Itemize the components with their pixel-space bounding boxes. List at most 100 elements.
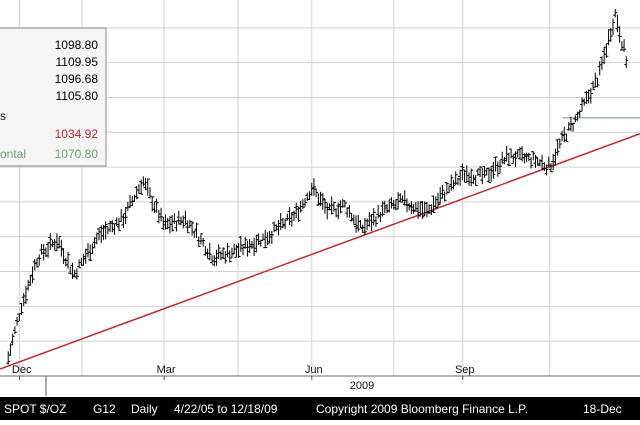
ohlc-bar: [573, 115, 578, 123]
ohlc-bar: [130, 196, 135, 206]
ohlc-bar: [210, 255, 215, 264]
ohlc-bar: [243, 237, 248, 249]
ohlc-bar: [597, 61, 602, 76]
grid-lines: [0, 0, 640, 377]
ohlc-bar: [128, 194, 133, 208]
ohlc-bar: [298, 200, 303, 213]
ohlc-bar: [43, 247, 48, 258]
ohlc-bar: [323, 198, 328, 214]
ohlc-bar: [303, 197, 308, 207]
footer-ticker: SPOT $/OZ: [4, 402, 66, 416]
ohlc-bar: [340, 199, 345, 208]
ohlc-bar: [134, 186, 139, 200]
ohlc-bar: [26, 279, 31, 291]
ohlc-bar: [269, 230, 274, 245]
ohlc-bar: [431, 195, 436, 213]
ohlc-bar: [46, 242, 51, 258]
ohlc-bar: [591, 80, 596, 91]
ohlc-bar: [15, 316, 20, 326]
ohlc-bar: [369, 213, 374, 232]
legend-value-5: 1034.92: [55, 127, 99, 141]
ohlc-bar: [147, 187, 152, 199]
ohlc-bar: [429, 204, 434, 215]
support-trendline: [0, 132, 640, 370]
ohlc-bar: [223, 251, 228, 264]
ohlc-bar: [132, 194, 137, 203]
ohlc-bar: [316, 193, 321, 206]
ohlc-bar: [557, 138, 562, 149]
ohlc-bar: [81, 253, 86, 266]
ohlc-bar: [562, 126, 567, 143]
ohlc-bar: [389, 197, 394, 209]
ohlc-bar: [453, 171, 458, 186]
ohlc-bar: [325, 202, 330, 220]
ohlc-bar: [179, 216, 184, 226]
ohlc-bar: [119, 209, 124, 222]
ohlc-bar: [473, 174, 478, 186]
ohlc-bar: [624, 56, 629, 68]
x-tick-label: Jun: [305, 364, 323, 376]
ohlc-bar: [409, 201, 414, 215]
ohlc-bar: [398, 193, 403, 203]
ohlc-bar: [449, 174, 454, 191]
ohlc-bar: [524, 152, 529, 163]
ohlc-bar: [234, 244, 239, 258]
ohlc-bar: [617, 26, 622, 43]
ohlc-bar: [74, 268, 79, 280]
ohlc-bar: [584, 90, 589, 104]
year-label: 2009: [350, 380, 374, 392]
ohlc-bar: [566, 122, 571, 131]
ohlc-bar: [347, 204, 352, 218]
ohlc-bar: [579, 97, 584, 112]
ohlc-bar: [254, 234, 259, 253]
ohlc-bar: [427, 204, 432, 214]
ohlc-bar: [595, 78, 600, 88]
ohlc-bar: [533, 154, 538, 168]
ohlc-bar: [336, 202, 341, 220]
legend-label-fragment-1: s: [0, 109, 6, 123]
ohlc-bar: [203, 246, 208, 256]
ohlc-bar: [278, 212, 283, 230]
ohlc-bar: [407, 202, 412, 211]
ohlc-bar: [504, 145, 509, 162]
ohlc-bar: [61, 248, 66, 265]
ohlc-bar: [371, 208, 376, 226]
ohlc-bar: [229, 247, 234, 259]
ohlc-bar: [424, 202, 429, 218]
ohlc-bar: [68, 266, 73, 275]
ohlc-bar: [101, 225, 106, 240]
ohlc-bar: [327, 203, 332, 211]
ohlc-bar: [66, 251, 71, 269]
ohlc-bar: [170, 215, 175, 232]
ohlc-bar: [150, 196, 155, 212]
ohlc-bar: [265, 232, 270, 246]
ohlc-bar: [260, 233, 265, 241]
ohlc-bar: [486, 167, 491, 184]
ohlc-bar: [356, 214, 361, 232]
ohlc-bar: [183, 210, 188, 225]
ohlc-bar: [531, 151, 536, 161]
ohlc-bar: [382, 200, 387, 214]
ohlc-bar: [535, 157, 540, 166]
ohlc-bar: [542, 162, 547, 172]
ohlc-bar: [289, 211, 294, 227]
ohlc-bar: [469, 168, 474, 187]
ohlc-bar: [555, 139, 560, 156]
ohlc-bar: [526, 152, 531, 161]
ohlc-bar: [608, 28, 613, 42]
ohlc-bar: [396, 192, 401, 210]
ohlc-bar: [482, 165, 487, 178]
ohlc-bar: [163, 214, 168, 230]
ohlc-bar: [502, 157, 507, 165]
ohlc-bar: [575, 111, 580, 121]
ohlc-bar: [442, 191, 447, 202]
ohlc-bar: [218, 250, 223, 261]
ohlc-bar: [54, 233, 59, 252]
ohlc-bar: [52, 239, 57, 251]
ohlc-bar: [116, 218, 121, 232]
ohlc-bar: [212, 255, 217, 266]
ohlc-bar: [511, 154, 516, 164]
ohlc-bar: [458, 169, 463, 186]
ohlc-bar: [560, 130, 565, 142]
